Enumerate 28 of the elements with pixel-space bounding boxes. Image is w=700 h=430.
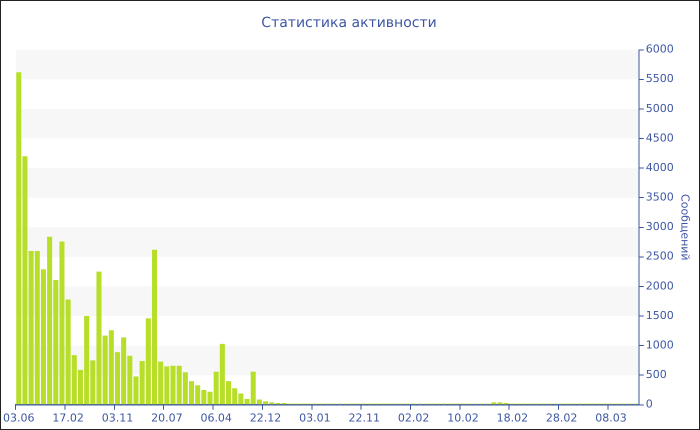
y-tick-label: 4500 — [646, 131, 674, 144]
y-tick-label: 2500 — [646, 250, 674, 263]
x-tick-label: 02.02 — [398, 411, 430, 424]
x-tick-label: 22.12 — [250, 411, 282, 424]
y-tick-label: 1000 — [646, 338, 674, 352]
x-tick-label: 03.01 — [299, 411, 331, 424]
x-tick-label: 20.07 — [151, 411, 183, 424]
y-tick-label: 4000 — [646, 160, 674, 174]
x-tick-label: 28.02 — [546, 411, 578, 424]
y-tick-label: 500 — [646, 368, 667, 382]
x-tick-label: 22.11 — [348, 411, 380, 424]
y-tick-label: 6000 — [646, 42, 674, 56]
y-tick-label: 3500 — [646, 190, 674, 204]
y-tick-label: 2000 — [646, 279, 674, 292]
x-tick-label: 08.03 — [595, 411, 627, 424]
y-tick-label: 0 — [646, 398, 653, 411]
x-tick-label: 03.06 — [3, 411, 35, 424]
x-tick-label: 10.02 — [447, 411, 479, 424]
y-axis-title: Сообщений — [678, 194, 692, 261]
y-tick-label: 5000 — [646, 102, 674, 115]
x-tick-label: 18.02 — [496, 411, 528, 424]
x-tick-label: 06.04 — [200, 411, 232, 424]
y-tick-label: 1500 — [646, 308, 674, 322]
x-tick-label: 17.02 — [52, 411, 84, 424]
chart-title: Статистика активности — [261, 15, 437, 32]
y-tick-label: 3000 — [646, 220, 674, 234]
y-tick-label: 5500 — [646, 72, 674, 86]
x-tick-label: 03.11 — [102, 411, 134, 424]
